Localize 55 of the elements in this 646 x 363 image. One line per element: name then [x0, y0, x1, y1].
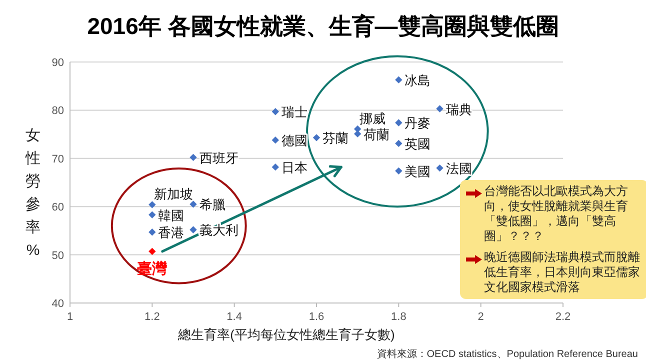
- x-tick-label: 2: [478, 311, 484, 323]
- point: [190, 200, 197, 208]
- point: [354, 130, 362, 138]
- y-tick-label: 80: [52, 105, 64, 118]
- point: [190, 226, 197, 234]
- y-tick-label: 40: [52, 298, 64, 310]
- y-tick-label: 70: [52, 153, 64, 166]
- point: [395, 76, 402, 84]
- chart-title: 2016年 各國女性就業、生育—雙高圈與雙低圈: [87, 13, 559, 39]
- annotation: 台灣能否以北歐模式為大方向，使女性脫離就業與生育「雙低圈」，邁向「雙高圈」？？？: [483, 184, 629, 244]
- point: [395, 140, 402, 148]
- x-tick-label: 1.8: [391, 311, 406, 323]
- annotation: 法國: [446, 162, 472, 178]
- annotation: 希臘: [199, 198, 226, 214]
- y-tick-label: 50: [52, 250, 64, 262]
- annotation: 瑞典: [446, 102, 472, 118]
- x-tick-label: 1.2: [144, 311, 160, 323]
- y-tick-label: 90: [52, 57, 64, 69]
- point: [272, 163, 280, 171]
- point: [272, 136, 280, 144]
- x-tick-label: 1.6: [308, 311, 324, 323]
- point: [148, 211, 156, 218]
- point: [395, 167, 402, 175]
- annotation: 冰島: [404, 74, 431, 89]
- annotation: 英國: [404, 137, 431, 152]
- point: [312, 134, 320, 142]
- annotation: 芬蘭: [322, 132, 348, 147]
- annotation: 荷蘭: [364, 128, 390, 143]
- point: [436, 164, 444, 172]
- point: [148, 228, 156, 236]
- annotation: 香港: [158, 226, 184, 242]
- annotation: 韓國: [158, 208, 184, 224]
- x-tick-label: 2.2: [555, 311, 571, 323]
- point: [436, 105, 444, 112]
- annotation: 西班牙: [199, 151, 238, 166]
- point: [272, 108, 280, 116]
- annotation: 美國: [404, 164, 431, 180]
- point: [190, 154, 197, 162]
- point: [148, 201, 156, 208]
- source-note: 資料來源：OECD statistics、Population Reference Bureau: [376, 348, 638, 361]
- annotation: 瑞士: [281, 106, 308, 121]
- annotation: 日本: [281, 161, 308, 176]
- annotation: 新加坡: [154, 188, 194, 203]
- x-axis-title: 總生育率(平均每位女性總生育子女數): [177, 327, 395, 342]
- annotation: 晚近德國師法瑞典模式而脫離低生育率，日本則向東亞儒家文化國家模式滑落: [483, 250, 641, 295]
- point: [148, 248, 156, 256]
- point: [395, 119, 402, 126]
- annotation: 丹麥: [404, 116, 431, 132]
- series-label: 臺灣: [137, 259, 168, 278]
- y-tick-label: 60: [52, 202, 64, 214]
- annotation: 挪威: [360, 112, 386, 127]
- x-tick-label: 1.4: [226, 311, 242, 323]
- y-axis-title: 女性勞參率%: [24, 127, 40, 259]
- annotation: 德國: [281, 134, 308, 150]
- x-tick-label: 1: [66, 311, 74, 323]
